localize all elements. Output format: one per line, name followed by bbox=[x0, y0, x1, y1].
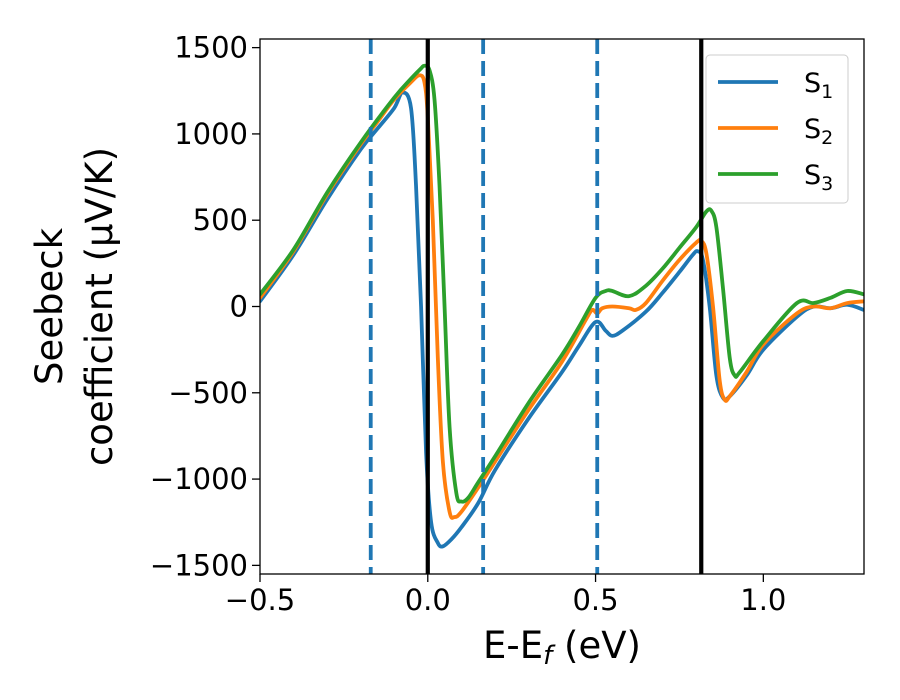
y-axis-label: Seebeck coefficient (μV/K) bbox=[28, 147, 121, 466]
legend-items: S1 S2 S3 bbox=[718, 68, 833, 195]
legend: S1 S2 S3 bbox=[705, 54, 849, 204]
y-axis-label-line2: coefficient (μV/K) bbox=[78, 147, 121, 466]
vertical-reference-lines bbox=[368, 39, 704, 574]
y-tick-label-4: −500 bbox=[168, 376, 248, 410]
legend-label-s2: S2 bbox=[804, 114, 833, 149]
x-tick-label-1: 0.0 bbox=[405, 583, 451, 617]
x-tick-label-2: 0.5 bbox=[572, 583, 618, 617]
x-tick-label-0: −0.5 bbox=[225, 583, 295, 617]
y-tick-label-0: 1500 bbox=[174, 31, 248, 65]
x-tick-label-3: 1.0 bbox=[740, 583, 786, 617]
y-tick-label-2: 500 bbox=[193, 203, 248, 237]
legend-label-s1: S1 bbox=[804, 68, 833, 103]
series-lines bbox=[260, 63, 864, 549]
y-tick-label-6: −1500 bbox=[150, 548, 248, 582]
axis-ticks: −0.5 0.0 0.5 1.0 1500 1000 500 0 −500 −1000 −1500 bbox=[150, 31, 787, 617]
x-axis-label: E-Ef (eV) bbox=[483, 624, 641, 671]
y-axis-label-line1: Seebeck bbox=[28, 227, 71, 385]
series-line-s2 bbox=[260, 73, 864, 520]
series-line-s3 bbox=[260, 63, 864, 504]
plot-area bbox=[260, 63, 864, 549]
y-tick-label-5: −1000 bbox=[150, 462, 248, 496]
legend-label-s3: S3 bbox=[804, 160, 833, 195]
y-tick-label-1: 1000 bbox=[174, 117, 248, 151]
y-tick-label-3: 0 bbox=[230, 290, 248, 324]
